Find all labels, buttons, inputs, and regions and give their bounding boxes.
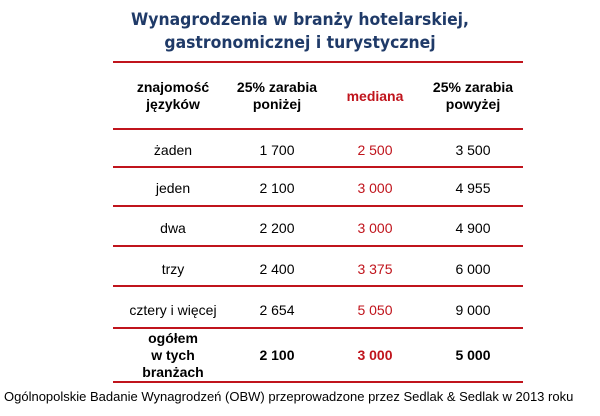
row-low: 2 100 [259, 180, 295, 196]
header-lower-quartile-line-2: poniżej [252, 96, 302, 112]
row-label: dwa [160, 220, 186, 236]
row-median: 3 375 [357, 261, 393, 277]
row-high: 9 000 [455, 302, 491, 318]
total-low: 2 100 [259, 347, 295, 363]
header-lower-quartile-line-1: 25% zarabia [236, 79, 318, 95]
row-low: 2 400 [259, 261, 295, 277]
rule-5 [113, 285, 523, 287]
row-label: trzy [161, 261, 185, 277]
source-note: Ogólnopolskie Badanie Wynagrodzeń (OBW) … [4, 389, 574, 404]
total-high: 5 000 [455, 347, 491, 363]
total-label-line-3: branżach [142, 364, 204, 380]
total-label-line-1: ogółem [148, 330, 198, 346]
chart-title-line-2: gastronomicznej i turystycznej [164, 33, 436, 53]
row-median: 2 500 [357, 142, 393, 158]
rule-6 [113, 327, 523, 329]
top-rule [113, 61, 523, 63]
header-median: mediana [346, 88, 404, 104]
row-median: 5 050 [357, 302, 393, 318]
rule-2 [113, 166, 523, 168]
header-upper-quartile-line-2: powyżej [445, 96, 501, 112]
rule-3 [113, 205, 523, 207]
row-label: cztery i więcej [129, 302, 217, 318]
total-label-line-2: w tych [151, 347, 195, 363]
row-label: jeden [155, 180, 191, 196]
chart-title-line-1: Wynagrodzenia w branży hotelarskiej, [130, 10, 469, 30]
row-high: 6 000 [455, 261, 491, 277]
rule-4 [113, 245, 523, 247]
header-languages-line-2: języków [146, 96, 200, 112]
rule-1 [113, 128, 523, 130]
row-median: 3 000 [357, 180, 393, 196]
row-high: 4 900 [455, 220, 491, 236]
total-median: 3 000 [357, 347, 393, 363]
row-low: 1 700 [259, 142, 295, 158]
row-median: 3 000 [357, 220, 393, 236]
row-high: 4 955 [455, 180, 491, 196]
row-label: żaden [153, 142, 193, 158]
total-label: ogółem w tych branżach [118, 330, 228, 381]
header-upper-quartile: 25% zarabia powyżej [424, 79, 522, 113]
header-languages: znajomość języków [118, 79, 228, 113]
row-high: 3 500 [455, 142, 491, 158]
header-lower-quartile: 25% zarabia poniżej [228, 79, 326, 113]
row-low: 2 654 [259, 302, 295, 318]
row-low: 2 200 [259, 220, 295, 236]
header-languages-line-1: znajomość [136, 79, 210, 95]
header-upper-quartile-line-1: 25% zarabia [432, 79, 514, 95]
chart-title: Wynagrodzenia w branży hotelarskiej, gas… [0, 9, 600, 55]
bottom-rule [113, 381, 523, 383]
